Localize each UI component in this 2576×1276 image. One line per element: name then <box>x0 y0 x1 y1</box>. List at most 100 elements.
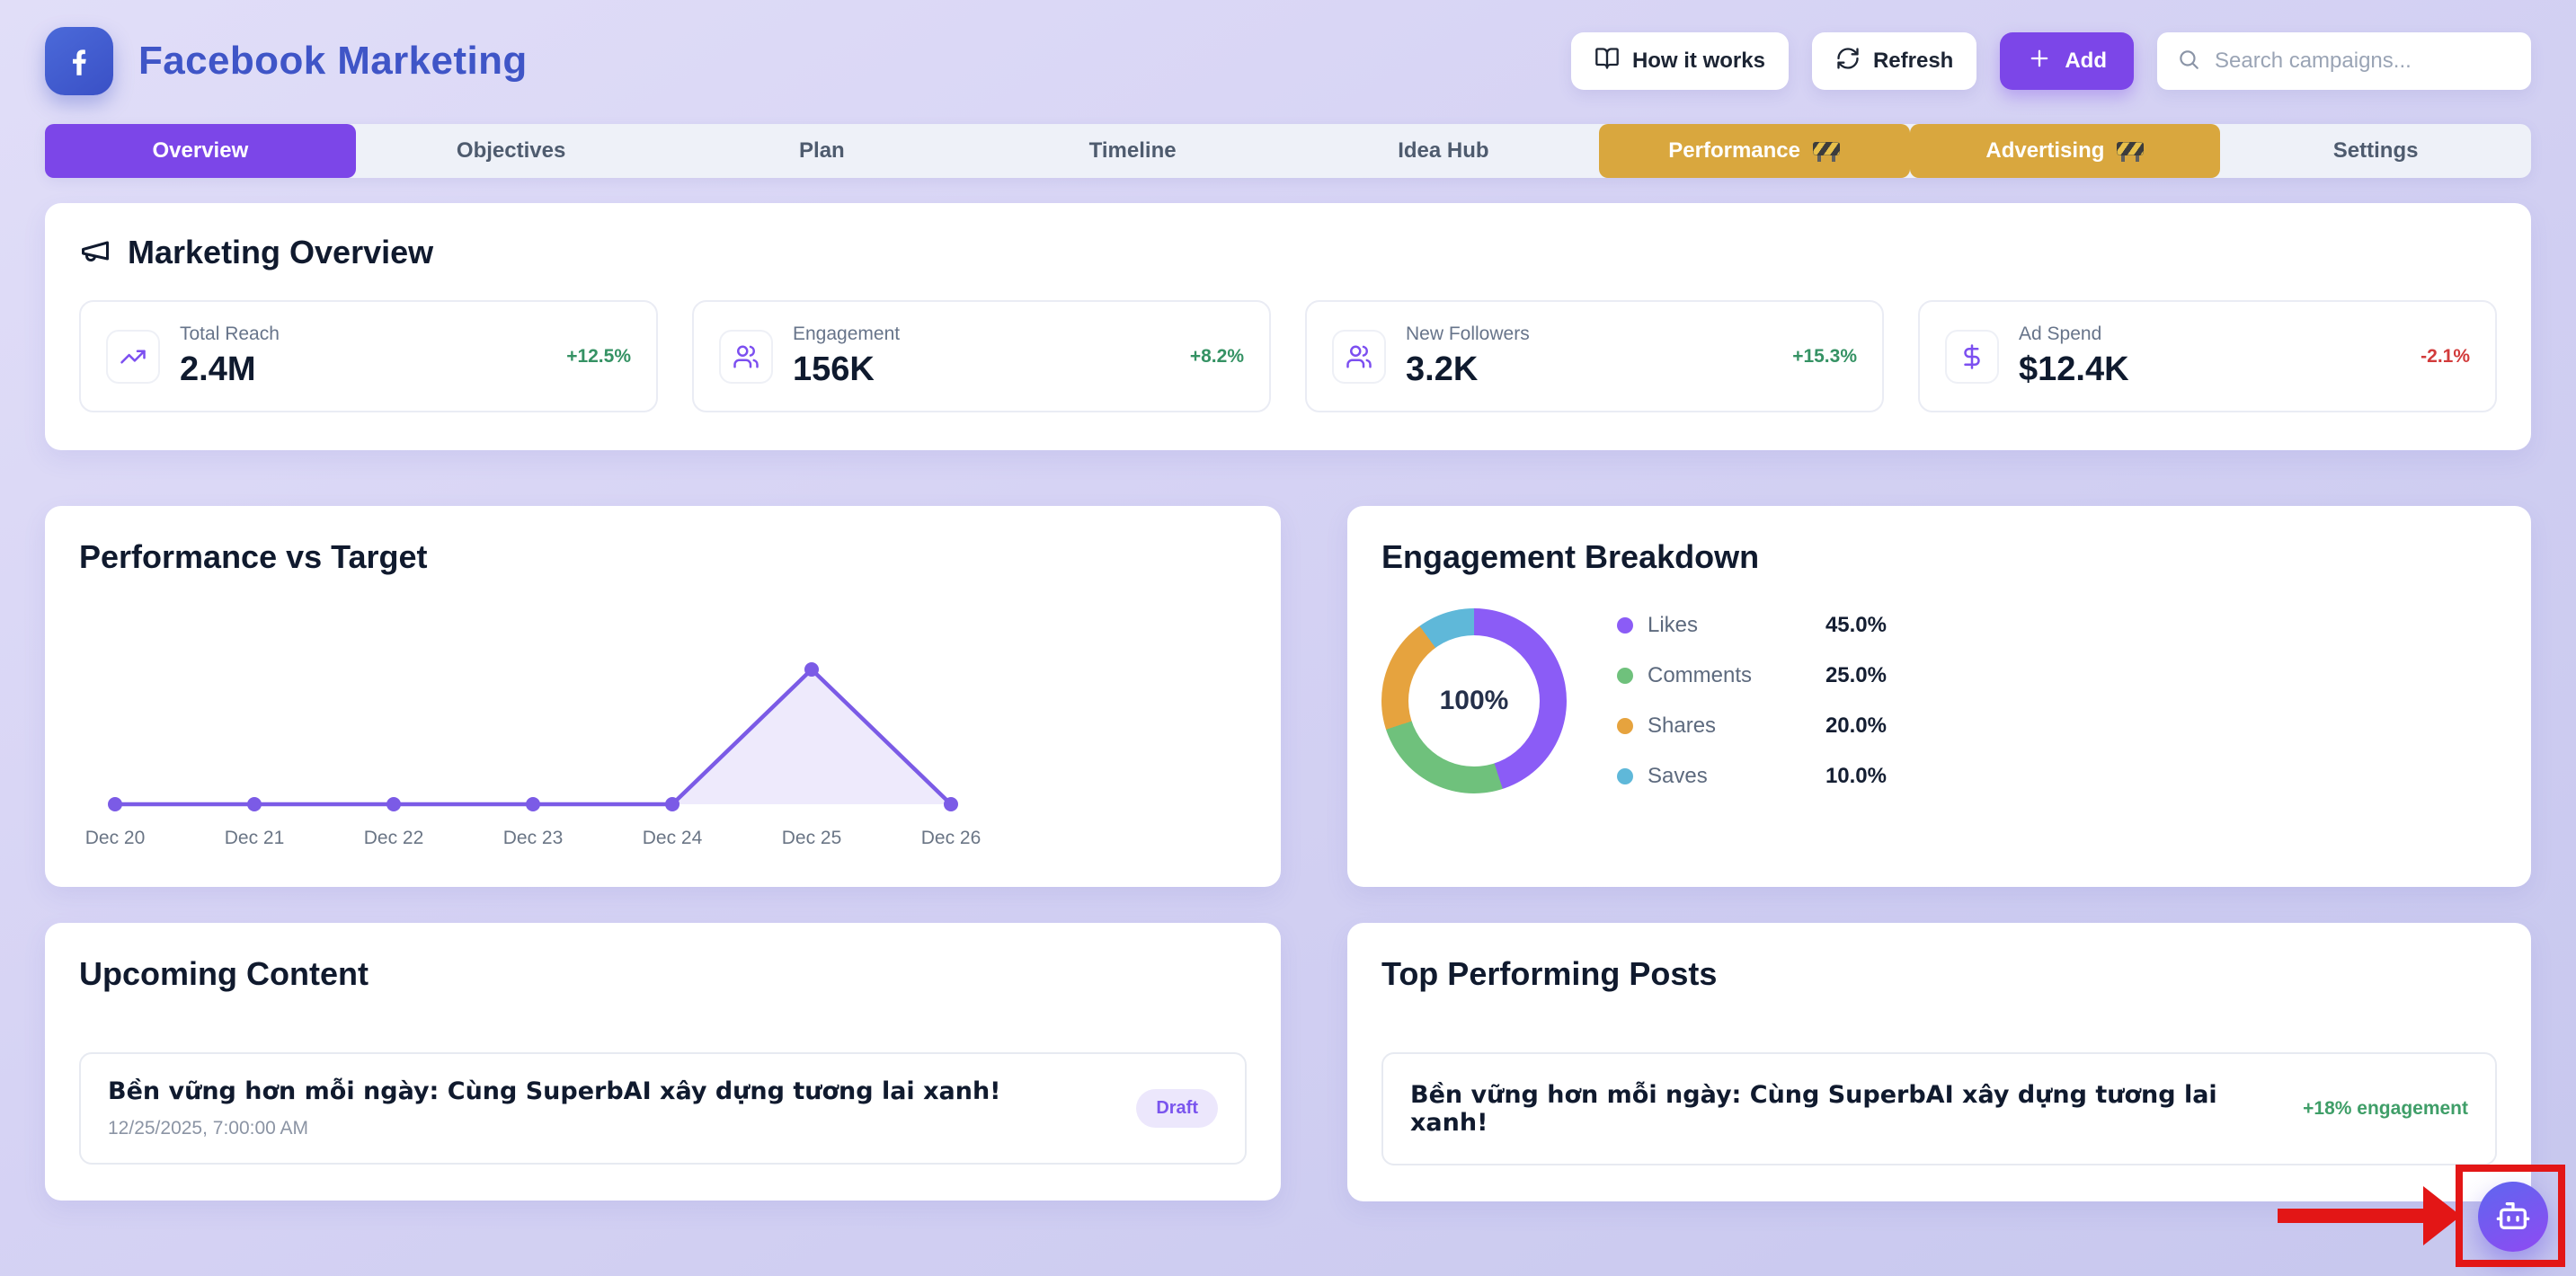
data-point <box>665 797 680 811</box>
stat-card-total-reach: Total Reach 2.4M +12.5% <box>79 300 658 412</box>
top-post-item[interactable]: Bền vững hơn mỗi ngày: Cùng SuperbAI xây… <box>1381 1052 2497 1165</box>
annotation-highlight-rectangle <box>2456 1165 2565 1267</box>
post-title: Bền vững hơn mỗi ngày: Cùng SuperbAI xây… <box>1410 1081 2217 1137</box>
search-input[interactable] <box>2213 48 2511 75</box>
legend-label: Comments <box>1648 663 1753 687</box>
donut-center-label: 100% <box>1439 686 1509 715</box>
legend-color-dot <box>1617 718 1633 734</box>
bottom-row: Upcoming Content Bền vững hơn mỗi ngày: … <box>45 923 2531 1201</box>
legend-value: 25.0% <box>1825 663 1887 687</box>
legend-item: Saves 10.0% <box>1617 764 1887 789</box>
add-button[interactable]: Add <box>2000 32 2134 90</box>
legend-color-dot <box>1617 617 1633 634</box>
legend-value: 45.0% <box>1825 613 1887 637</box>
tab-bar: Overview Objectives Plan Timeline Idea H… <box>45 124 2531 178</box>
tab-label: Timeline <box>1088 138 1177 163</box>
marketing-overview-panel: Marketing Overview Total Reach 2.4M +12.… <box>45 203 2531 450</box>
stat-change: +8.2% <box>1189 345 1244 367</box>
donut-legend: Likes 45.0% Comments 25.0% Shares 20.0% Saves 1… <box>1617 613 1887 789</box>
book-open-icon <box>1594 46 1620 77</box>
dollar-icon <box>1945 329 1999 384</box>
legend-label: Shares <box>1648 713 1717 738</box>
donut-chart-area: 100% Likes 45.0% Comments 25.0% Shares 20.0% S… <box>1381 608 2497 793</box>
tab-advertising[interactable]: Advertising <box>1909 124 2221 178</box>
refresh-icon <box>1835 46 1861 77</box>
stat-value: 2.4M <box>180 350 256 388</box>
data-point <box>944 797 958 811</box>
legend-item: Comments 25.0% <box>1617 663 1887 688</box>
legend-color-dot <box>1617 768 1633 784</box>
tab-plan[interactable]: Plan <box>667 124 978 178</box>
x-axis-tick-label: Dec 21 <box>225 828 285 848</box>
performance-line-chart: Dec 20 Dec 21 Dec 22 Dec 23 Dec 24 Dec 25 Dec … <box>85 662 982 848</box>
top-performing-posts-panel: Top Performing Posts Bền vững hơn mỗi ng… <box>1347 923 2531 1201</box>
annotation-arrow-head <box>2423 1186 2461 1245</box>
legend-color-dot <box>1617 668 1633 684</box>
marketing-overview-header: Marketing Overview <box>79 234 2497 271</box>
tab-settings[interactable]: Settings <box>2220 124 2531 178</box>
data-point <box>526 797 540 811</box>
stat-card-engagement: Engagement 156K +8.2% <box>692 300 1271 412</box>
stat-label: New Followers <box>1406 323 1530 344</box>
data-point <box>804 662 819 677</box>
x-axis-tick-label: Dec 25 <box>782 828 842 848</box>
plus-icon <box>2027 46 2052 77</box>
refresh-label: Refresh <box>1872 49 1954 73</box>
megaphone-icon <box>79 235 111 271</box>
charts-row: Performance vs Target Dec 20 Dec 21 Dec 22… <box>45 506 2531 887</box>
engagement-breakdown-panel: Engagement Breakdown 100% Likes 45.0% Comm… <box>1347 506 2531 887</box>
stat-value: 3.2K <box>1406 350 1479 388</box>
performance-vs-target-panel: Performance vs Target Dec 20 Dec 21 Dec 22… <box>45 506 1281 887</box>
tab-label: Plan <box>799 138 845 163</box>
section-title: Marketing Overview <box>128 234 434 270</box>
search-box <box>2157 32 2531 90</box>
stat-change: +12.5% <box>566 345 631 367</box>
upcoming-content-text: Bền vững hơn mỗi ngày: Cùng SuperbAI xây… <box>108 1077 1000 1139</box>
section-title: Upcoming Content <box>79 955 369 992</box>
stat-card-new-followers: New Followers 3.2K +15.3% <box>1305 300 1884 412</box>
tab-timeline[interactable]: Timeline <box>977 124 1288 178</box>
tab-overview[interactable]: Overview <box>45 124 356 178</box>
section-title: Top Performing Posts <box>1381 955 1718 992</box>
brand: Facebook Marketing <box>45 27 528 95</box>
trending-up-icon <box>106 329 160 384</box>
legend-value: 10.0% <box>1825 764 1887 788</box>
x-axis-tick-label: Dec 26 <box>921 828 982 848</box>
how-it-works-button[interactable]: How it works <box>1570 32 1789 90</box>
stat-change: +15.3% <box>1792 345 1857 367</box>
post-datetime: 12/25/2025, 7:00:00 AM <box>108 1118 309 1139</box>
chart-title: Performance vs Target <box>79 538 428 575</box>
search-icon <box>2177 48 2200 75</box>
tab-performance[interactable]: Performance <box>1598 124 1910 178</box>
stat-label: Ad Spend <box>2019 323 2102 344</box>
page-title: Facebook Marketing <box>138 39 528 83</box>
stats-row: Total Reach 2.4M +12.5% Engagement 156K … <box>79 300 2497 412</box>
engagement-metric: +18% engagement <box>2303 1098 2468 1119</box>
ai-assistant-fab[interactable] <box>2478 1182 2548 1252</box>
facebook-logo-icon <box>45 27 113 95</box>
how-it-works-label: How it works <box>1631 49 1765 73</box>
legend-item: Likes 45.0% <box>1617 613 1887 638</box>
tab-objectives[interactable]: Objectives <box>356 124 667 178</box>
tab-label: Settings <box>2332 138 2419 163</box>
tab-label: Advertising <box>1985 138 2105 163</box>
tab-idea-hub[interactable]: Idea Hub <box>1288 124 1599 178</box>
post-title: Bền vững hơn mỗi ngày: Cùng SuperbAI xây… <box>108 1077 1001 1105</box>
add-label: Add <box>2065 49 2107 73</box>
data-point <box>108 797 122 811</box>
x-axis-tick-label: Dec 24 <box>643 828 703 848</box>
x-axis-tick-label: Dec 20 <box>85 828 146 848</box>
construction-barrier-icon <box>1812 141 1840 162</box>
upcoming-content-item[interactable]: Bền vững hơn mỗi ngày: Cùng SuperbAI xây… <box>79 1052 1247 1165</box>
data-point <box>386 797 401 811</box>
engagement-donut-chart: 100% <box>1381 608 1567 793</box>
robot-icon <box>2495 1198 2531 1236</box>
refresh-button[interactable]: Refresh <box>1811 32 1977 90</box>
area-fill <box>115 669 951 804</box>
stat-label: Total Reach <box>180 323 280 344</box>
legend-item: Shares 20.0% <box>1617 713 1887 739</box>
x-axis-tick-label: Dec 23 <box>503 828 564 848</box>
tab-label: Performance <box>1668 138 1800 163</box>
tab-label: Idea Hub <box>1398 138 1489 163</box>
